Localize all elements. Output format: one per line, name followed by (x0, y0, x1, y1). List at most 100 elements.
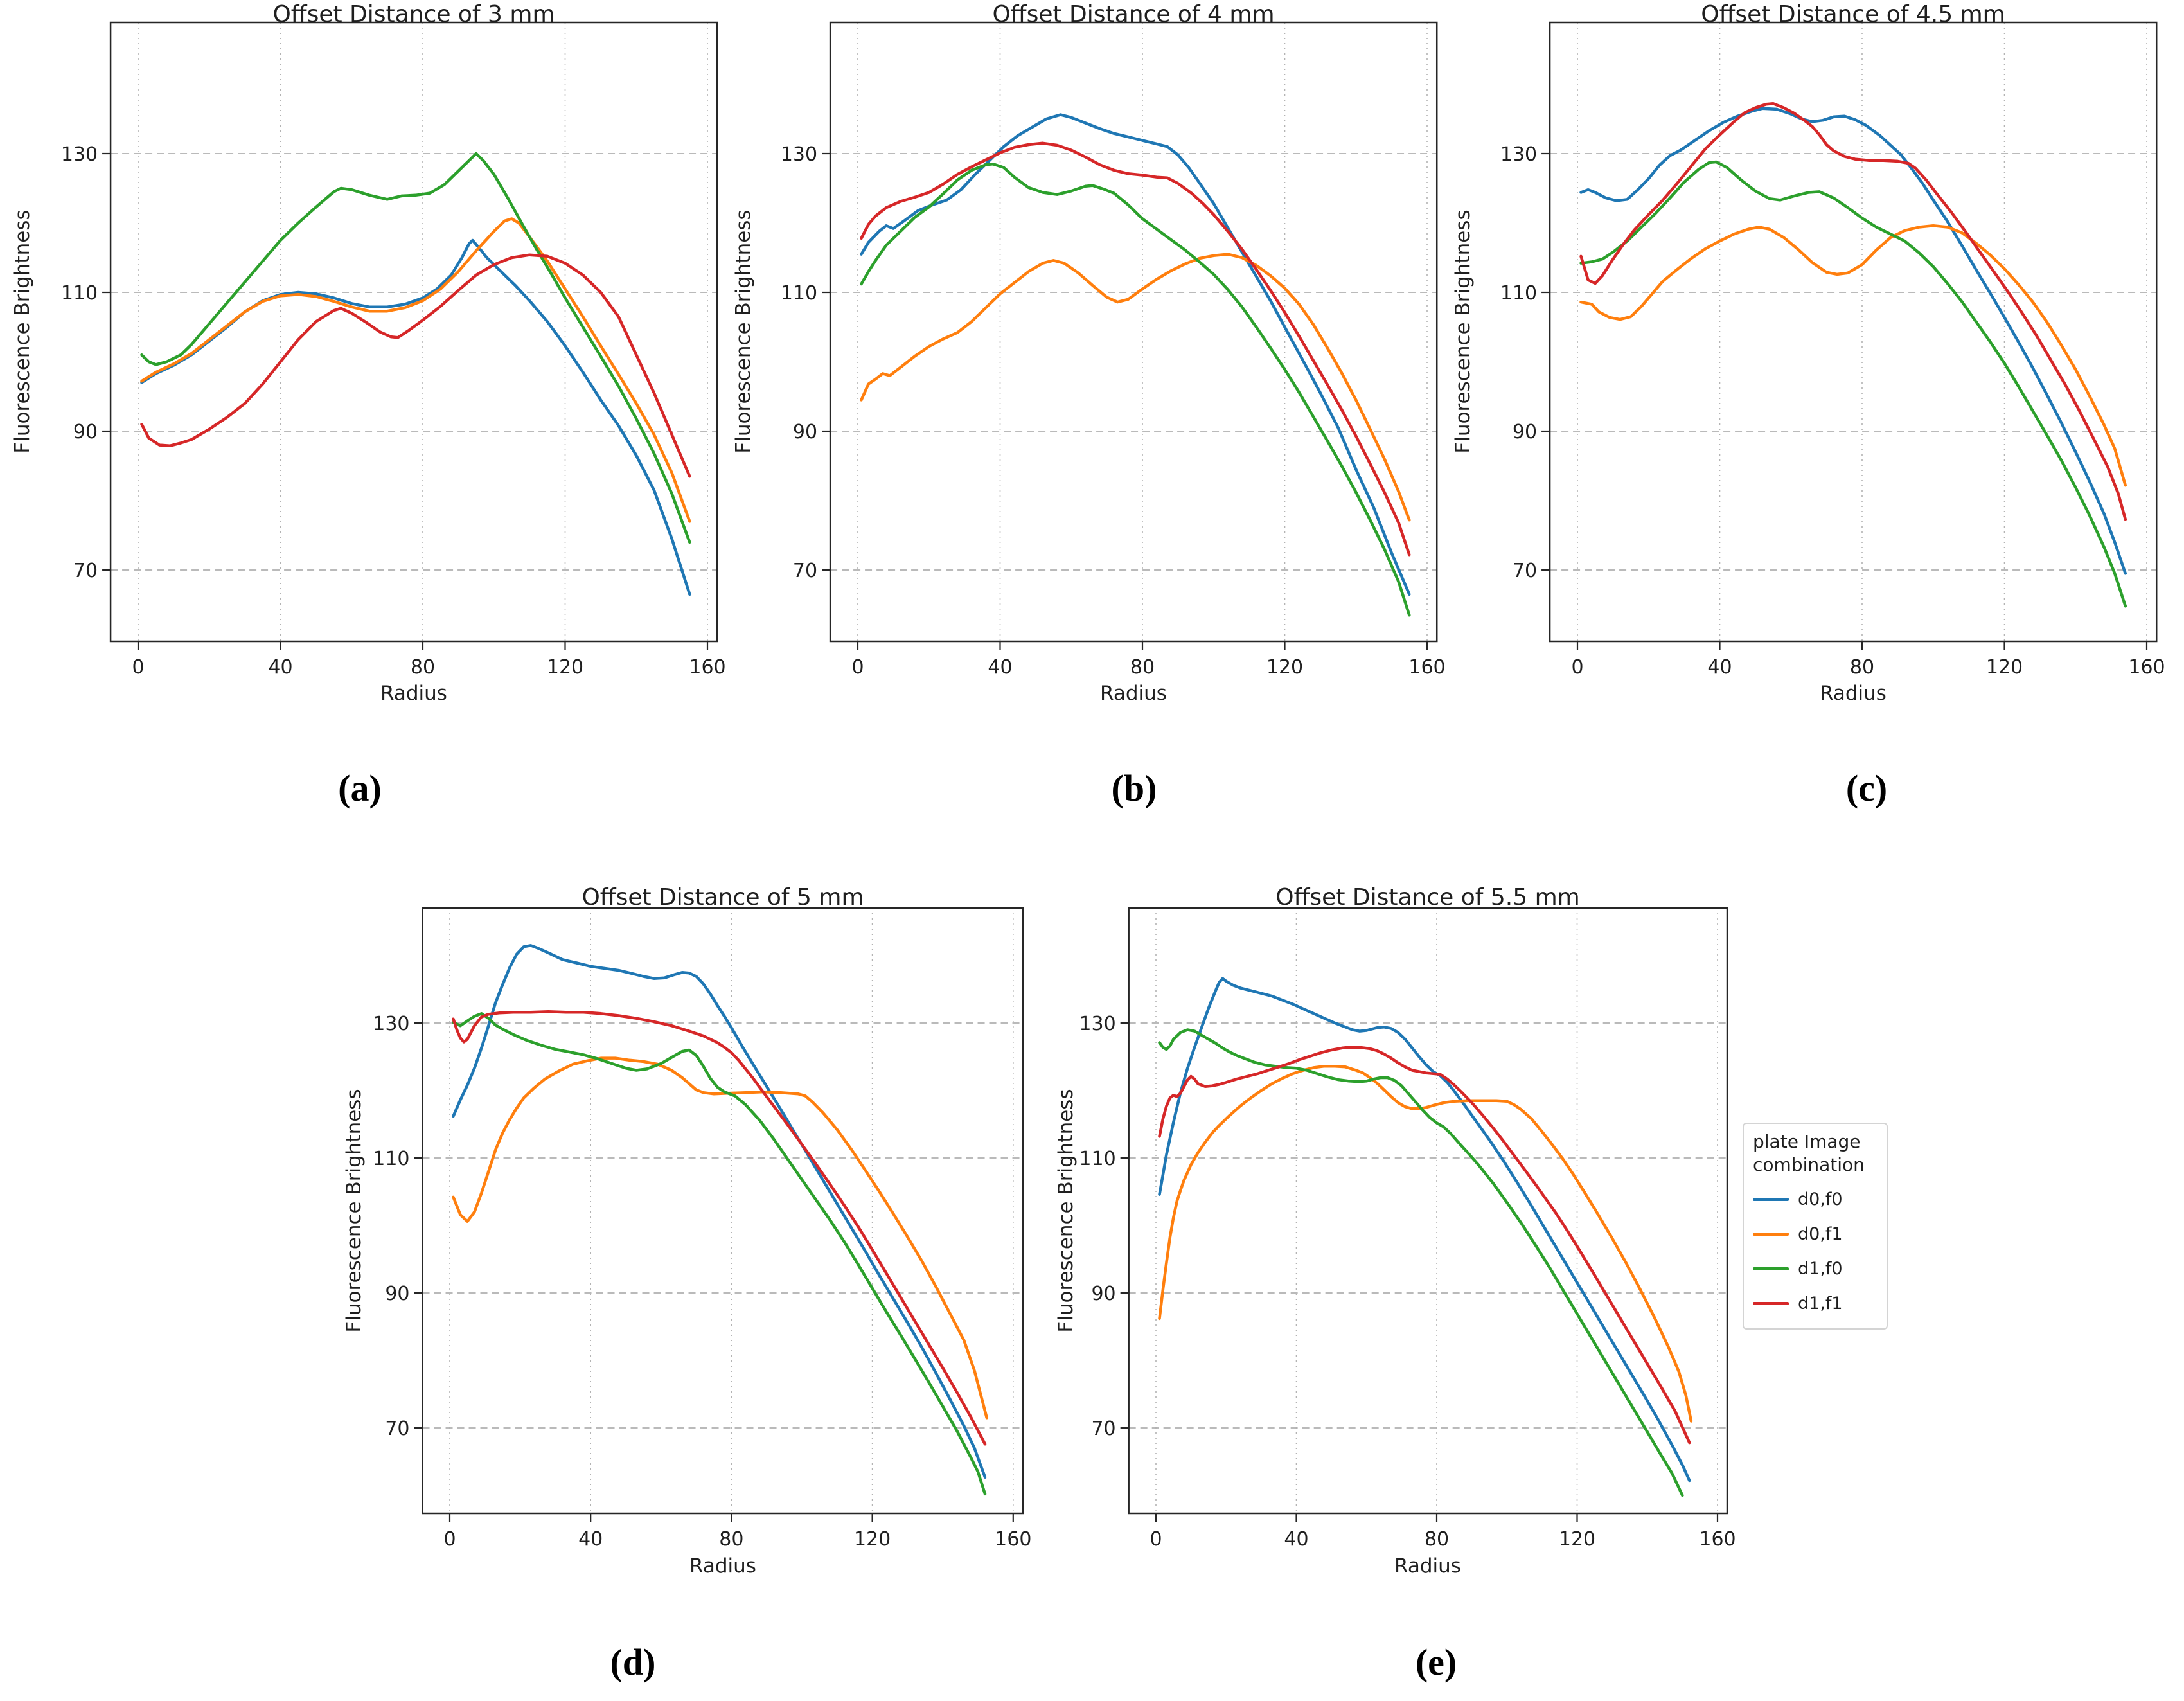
y-tick-label: 130 (373, 1013, 409, 1035)
series-line-d0f1 (1579, 224, 2127, 487)
series-line-d1f0 (860, 162, 1411, 617)
y-tick-label: 90 (793, 421, 817, 443)
legend-entry: d1,f0 (1753, 1251, 1878, 1286)
series-line-d0f1 (1158, 1064, 1693, 1423)
x-tick-label: 80 (411, 656, 435, 679)
y-tick-label: 110 (61, 282, 98, 305)
legend: plate Image combination d0,f0 d0,f1 d1,f… (1743, 1123, 1888, 1330)
x-tick-label: 40 (988, 656, 1012, 679)
x-tick-label: 0 (851, 656, 864, 679)
y-tick-label: 110 (1500, 282, 1537, 305)
legend-entries: d0,f0 d0,f1 d1,f0 d1,f1 (1753, 1182, 1878, 1321)
y-axis-label-d: Fluorescence Brightness (342, 1089, 366, 1333)
x-tick-label: 80 (719, 1528, 743, 1551)
x-tick-label: 0 (1150, 1528, 1162, 1551)
series-line-d1f1 (1579, 102, 2127, 521)
x-tick-label: 120 (1266, 656, 1303, 679)
series-line-d0f0 (140, 238, 691, 596)
x-axis-label-e: Radius (1394, 1554, 1461, 1578)
legend-label: d1,f1 (1798, 1293, 1843, 1314)
y-tick-label: 90 (385, 1283, 409, 1305)
series-line-d0f0 (452, 944, 987, 1479)
x-tick-label: 0 (1571, 656, 1583, 679)
x-tick-label: 160 (1408, 656, 1445, 679)
legend-label: d0,f0 (1798, 1189, 1843, 1209)
series-line-d1f0 (1579, 160, 2127, 608)
y-tick-label: 130 (1079, 1013, 1115, 1035)
panel-label-e: (e) (1415, 1641, 1457, 1683)
chart-title-d: Offset Distance of 5 mm (582, 884, 864, 911)
legend-title-line1: plate Image (1753, 1131, 1861, 1152)
y-axis-label-b: Fluorescence Brightness (732, 209, 755, 454)
series-line-d1f1 (860, 141, 1411, 557)
x-tick-label: 80 (1425, 1528, 1449, 1551)
y-tick-label: 70 (1513, 560, 1537, 582)
x-tick-label: 80 (1850, 656, 1874, 679)
x-axis-label-b: Radius (1100, 682, 1167, 705)
y-tick-label: 70 (73, 560, 98, 582)
legend-line-swatch-d1f0 (1753, 1267, 1789, 1270)
series-line-d1f0 (1158, 1028, 1684, 1497)
y-tick-label: 110 (373, 1148, 409, 1170)
legend-entry: d0,f0 (1753, 1182, 1878, 1216)
x-tick-label: 80 (1130, 656, 1155, 679)
axes-frame (1549, 21, 2158, 643)
legend-line-swatch-d0f1 (1753, 1232, 1789, 1236)
x-tick-label: 40 (1284, 1528, 1308, 1551)
x-tick-label: 120 (854, 1528, 891, 1551)
x-tick-label: 0 (443, 1528, 456, 1551)
y-axis-label-e: Fluorescence Brightness (1054, 1089, 1078, 1333)
y-tick-label: 70 (385, 1418, 409, 1440)
y-tick-label: 90 (73, 421, 98, 443)
y-tick-label: 130 (781, 143, 817, 166)
y-tick-label: 90 (1091, 1283, 1115, 1305)
legend-label: d1,f0 (1798, 1258, 1843, 1279)
series-line-d0f1 (860, 253, 1411, 522)
y-axis-label-a: Fluorescence Brightness (11, 209, 34, 454)
x-tick-label: 40 (268, 656, 292, 679)
axes-frame (1128, 907, 1728, 1515)
panel-label-d: (d) (610, 1641, 656, 1683)
legend-label: d0,f1 (1798, 1224, 1843, 1244)
x-tick-label: 160 (995, 1528, 1031, 1551)
x-tick-label: 160 (689, 656, 725, 679)
chart-title-a: Offset Distance of 3 mm (272, 1, 555, 28)
x-tick-label: 160 (1699, 1528, 1736, 1551)
legend-entry: d1,f1 (1753, 1286, 1878, 1321)
legend-line-swatch-d1f1 (1753, 1301, 1789, 1305)
y-tick-label: 130 (1500, 143, 1537, 166)
x-tick-label: 0 (132, 656, 144, 679)
y-tick-label: 110 (1079, 1148, 1115, 1170)
panel-label-a: (a) (338, 767, 382, 809)
x-axis-label-a: Radius (380, 682, 447, 705)
x-tick-label: 40 (578, 1528, 603, 1551)
series-line-d0f0 (1158, 977, 1691, 1483)
panel-label-c: (c) (1845, 767, 1888, 809)
series-line-d1f0 (452, 1012, 987, 1496)
y-tick-label: 110 (781, 282, 817, 305)
series-line-d0f0 (860, 113, 1411, 596)
x-tick-label: 120 (1559, 1528, 1595, 1551)
x-tick-label: 40 (1707, 656, 1732, 679)
legend-line-swatch-d0f0 (1753, 1197, 1789, 1201)
x-axis-label-d: Radius (689, 1554, 756, 1578)
legend-title-line2: combination (1753, 1154, 1865, 1175)
legend-entry: d0,f1 (1753, 1216, 1878, 1251)
series-line-d1f1 (1158, 1046, 1691, 1445)
series-line-d1f1 (452, 1010, 987, 1446)
panel-label-b: (b) (1111, 767, 1157, 809)
series-line-d1f0 (140, 152, 691, 544)
axes-frame (829, 21, 1438, 643)
y-tick-label: 70 (1091, 1418, 1115, 1440)
x-axis-label-c: Radius (1820, 682, 1887, 705)
y-axis-label-c: Fluorescence Brightness (1452, 209, 1475, 454)
series-line-d0f1 (140, 217, 691, 523)
y-tick-label: 70 (793, 560, 817, 582)
chart-title-b: Offset Distance of 4 mm (992, 1, 1275, 28)
y-tick-label: 130 (61, 143, 98, 166)
x-tick-label: 120 (547, 656, 583, 679)
series-line-d0f0 (1579, 107, 2127, 575)
series-line-d0f1 (452, 1056, 988, 1420)
